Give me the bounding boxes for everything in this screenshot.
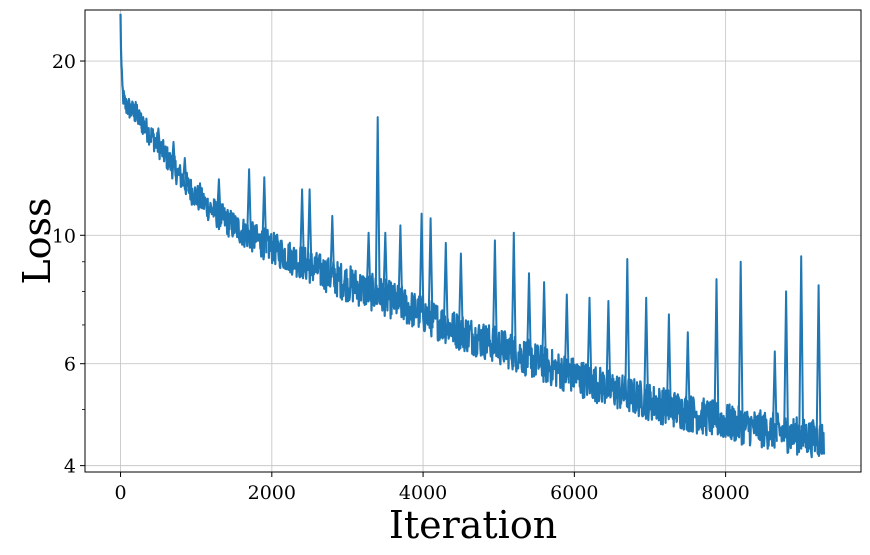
loss-spike (526, 272, 532, 369)
loss-spike (261, 176, 268, 254)
loss-spike (605, 300, 612, 399)
loss-spike (457, 252, 464, 343)
loss-spike (374, 116, 381, 305)
loss-spike (132, 100, 139, 123)
loss-spike (563, 293, 570, 384)
loss-spike (427, 217, 434, 329)
x-tick-label: 8000 (701, 482, 749, 504)
loss-spike (541, 281, 548, 376)
loss-spike (798, 255, 805, 447)
loss-spike (140, 116, 147, 134)
loss-spike (299, 188, 306, 273)
loss-spike (329, 214, 336, 288)
loss-spike (713, 278, 720, 431)
loss-spike (125, 97, 132, 117)
loss-spike (197, 182, 203, 209)
loss-spike (624, 258, 631, 405)
loss-spike (643, 296, 650, 411)
x-tick-label: 4000 (399, 482, 447, 504)
loss-spike (771, 350, 778, 442)
tick-layer: 0 2000 4000 6000 8000 4 6 10 20 (52, 51, 750, 504)
y-tick-label: 10 (52, 225, 76, 247)
plot-frame (84, 9, 862, 473)
loss-spike (382, 231, 389, 308)
y-tick-label: 20 (52, 51, 76, 73)
loss-spike (181, 157, 188, 192)
loss-spike (684, 331, 691, 423)
loss-spike (491, 239, 498, 356)
x-tick-label: 6000 (550, 482, 598, 504)
y-tick-label: 4 (64, 456, 76, 478)
loss-spike (665, 313, 672, 418)
loss-spike (170, 140, 177, 177)
loss-spike (586, 296, 593, 392)
loss-spike (397, 224, 404, 315)
loss-spike (737, 260, 744, 436)
y-tick-label: 6 (64, 354, 76, 376)
loss-spike (510, 231, 517, 363)
loss-spike (215, 178, 222, 225)
x-tick-label: 2000 (248, 482, 296, 504)
loss-spike (783, 290, 790, 444)
loss-spike (442, 241, 449, 336)
x-axis-title: Iteration (389, 503, 557, 547)
loss-spike (418, 212, 425, 325)
loss-spike (246, 168, 253, 245)
spike-layer (125, 97, 822, 450)
loss-spike (306, 188, 313, 277)
y-axis-title: Loss (15, 197, 59, 284)
loss-spike (365, 231, 372, 302)
loss-spike (815, 284, 822, 450)
loss-series-line (119, 13, 825, 459)
x-tick-label: 0 (115, 482, 127, 504)
loss-spike (155, 127, 162, 155)
grid-layer (85, 10, 861, 472)
